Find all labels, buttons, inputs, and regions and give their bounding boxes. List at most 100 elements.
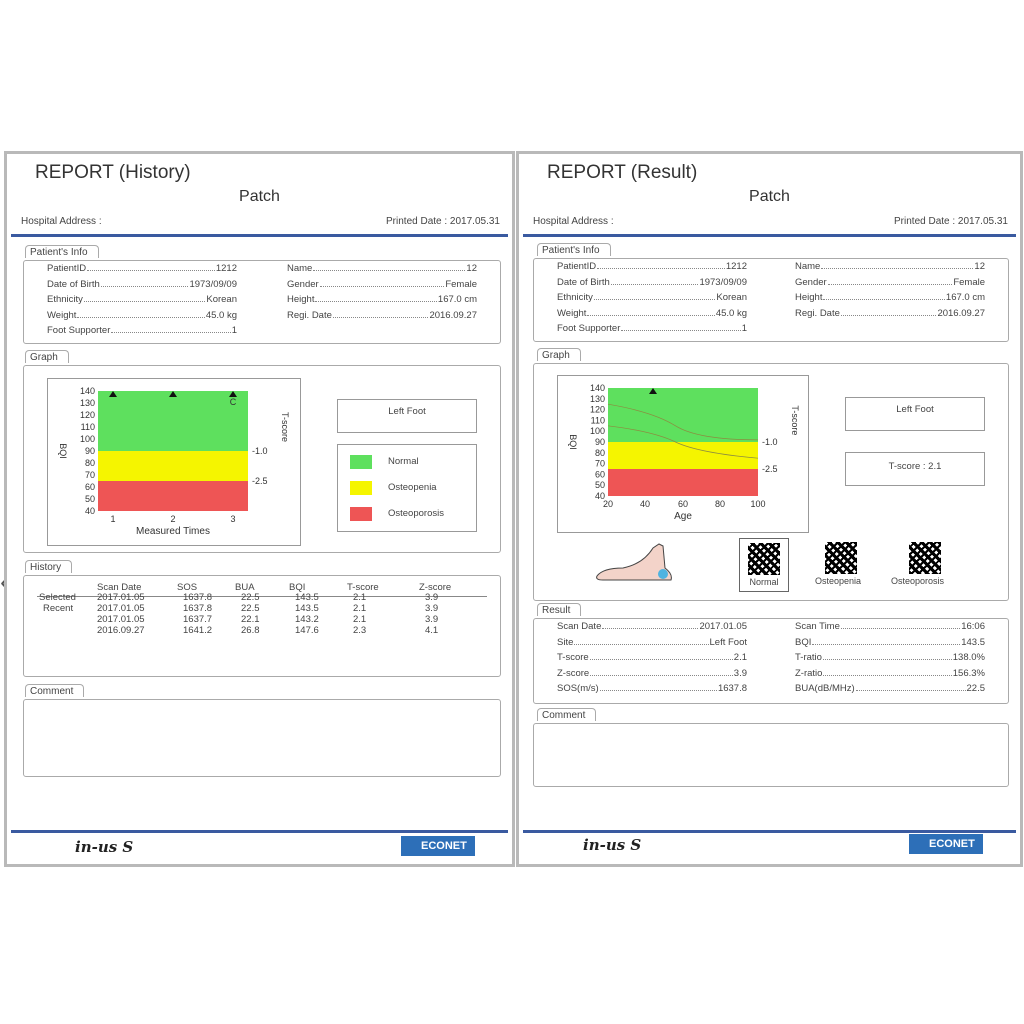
- result-field-value: 2017.01.05: [699, 621, 747, 632]
- leader-dots: [621, 323, 741, 331]
- patient-field-value: 45.0 kg: [205, 309, 237, 321]
- side-label: Left Foot: [388, 406, 426, 417]
- history-cell: 2.1: [353, 603, 367, 614]
- tscore-label: T-score : 2.1: [888, 461, 942, 472]
- legend-osteopenia-swatch: [350, 481, 372, 495]
- y-tick-label: 120: [80, 410, 95, 420]
- history-cell: 147.6: [295, 625, 319, 636]
- result-field-value: 138.0%: [952, 652, 985, 663]
- patient-field-value: 167.0 cm: [945, 292, 985, 303]
- patient-field-value: 1: [231, 325, 237, 336]
- y-tick-label: 60: [595, 469, 605, 479]
- patient-field-value: 1973/09/09: [699, 276, 747, 288]
- x-tick-label: 40: [640, 499, 650, 509]
- history-cell[interactable]: 2017.01.05: [97, 592, 145, 603]
- result-box: [533, 618, 1009, 704]
- result-field-value: 1637.8: [717, 683, 747, 694]
- bqi-chart-svg: 140 130 120 110 100 90 80 70 60 50 40 BQI T-score -1.…: [58, 386, 290, 537]
- report-result-page: REPORT (Result) Patch Hospital Address :…: [516, 151, 1023, 867]
- result-field-value: Left Foot: [709, 636, 748, 648]
- result-field-label: Z-ratio: [795, 667, 823, 679]
- x-tick-label: 2: [170, 514, 175, 524]
- history-cell[interactable]: 22.5: [241, 592, 260, 603]
- measurement-marker: [169, 391, 177, 397]
- y-tick-label: 80: [595, 448, 605, 458]
- result-field-row: Z-ratio 156.3%: [795, 668, 985, 679]
- result-field-row: Site Left Foot: [557, 637, 747, 648]
- history-header: SOS: [177, 582, 198, 593]
- leader-dots: [840, 621, 961, 629]
- inus-logo: in-us S: [75, 838, 134, 856]
- measurement-marker: [229, 391, 237, 397]
- x-tick-label: 100: [750, 499, 765, 509]
- y-tick-label: 40: [85, 506, 95, 516]
- x-tick-label: 60: [678, 499, 688, 509]
- history-table: Scan Date SOS BUA BQI T-score Z-score Selected…: [37, 582, 487, 672]
- history-cell: 3.9: [425, 614, 439, 625]
- patient-field-row: Date of Birth 1973/09/09: [47, 279, 237, 290]
- hospital-address: Hospital Address :: [533, 216, 614, 227]
- patient-field-value: Female: [445, 278, 477, 290]
- report-subtitle: Patch: [239, 188, 280, 205]
- legend-osteoporosis-label: Osteoporosis: [388, 508, 444, 519]
- leader-dots: [599, 683, 717, 691]
- y-tick-label: 70: [595, 459, 605, 469]
- y-tick-label: 50: [595, 480, 605, 490]
- measurement-marker: [649, 388, 657, 394]
- y-tick-label: 100: [80, 434, 95, 444]
- patient-field-row: Height 167.0 cm: [795, 292, 985, 303]
- report-history-page: REPORT (History) Patch Hospital Address …: [4, 151, 515, 867]
- patient-field-label: Foot Supporter: [557, 323, 621, 334]
- result-field-label: T-ratio: [795, 652, 822, 663]
- printed-date: Printed Date : 2017.05.31: [894, 216, 1008, 227]
- result-field-row: SOS(m/s) 1637.8: [557, 683, 747, 694]
- patient-field-row: Ethnicity Korean: [557, 292, 747, 303]
- y-tick-label: 90: [85, 446, 95, 456]
- history-cell: 2017.01.05: [97, 614, 145, 625]
- history-cell[interactable]: 143.5: [295, 592, 319, 603]
- patient-field-value: 1973/09/09: [189, 278, 237, 290]
- y-tick-label: 70: [85, 470, 95, 480]
- leader-dots: [610, 277, 699, 285]
- footer-divider: [11, 830, 508, 833]
- patient-field-row: Regi. Date 2016.09.27: [795, 308, 985, 319]
- y-tick-label: 110: [591, 415, 605, 425]
- comment-box[interactable]: [23, 699, 501, 777]
- tscore-box: T-score : 2.1: [845, 452, 985, 486]
- texture-normal-frame: Normal: [739, 538, 789, 592]
- t-score-mark: -2.5: [762, 464, 778, 474]
- patient-field-row: Weight 45.0 kg: [47, 310, 237, 321]
- history-cell: 1641.2: [183, 625, 213, 636]
- y-tick-label: 60: [85, 482, 95, 492]
- history-cell[interactable]: 3.9: [425, 592, 439, 603]
- y-tick-label: 140: [80, 386, 95, 396]
- leader-dots: [593, 292, 716, 300]
- patient-field-row: Date of Birth 1973/09/09: [557, 277, 747, 288]
- report-title: REPORT (History): [35, 162, 191, 183]
- patient-field-label: Date of Birth: [47, 278, 100, 290]
- history-cell[interactable]: 2.1: [353, 592, 367, 603]
- legend-normal-label: Normal: [388, 456, 419, 467]
- side-label-box: Left Foot: [337, 399, 477, 433]
- result-field-row: BUA(dB/MHz) 22.5: [795, 683, 985, 694]
- patient-field-label: Regi. Date: [287, 309, 332, 321]
- history-cell: 22.5: [241, 603, 260, 614]
- leader-dots: [840, 308, 937, 316]
- comment-box[interactable]: [533, 723, 1009, 787]
- texture-normal-label: Normal: [749, 577, 779, 587]
- patient-field-label: PatientID: [47, 263, 87, 274]
- footer-divider: [523, 830, 1016, 833]
- patient-field-label: Gender: [287, 278, 319, 290]
- patient-field-label: Height: [795, 292, 823, 303]
- patient-field-label: Weight: [557, 307, 587, 319]
- history-cell[interactable]: 1637.8: [183, 592, 213, 603]
- patient-field-label: Name: [287, 263, 313, 274]
- patient-field-label: Date of Birth: [557, 276, 610, 288]
- history-cell: 1637.8: [183, 603, 213, 614]
- patient-field-label: Ethnicity: [47, 294, 83, 305]
- y-tick-label: 80: [85, 458, 95, 468]
- history-header: T-score: [347, 582, 379, 593]
- patient-field-row: PatientID 1212: [47, 263, 237, 274]
- history-cell: 2.3: [353, 625, 367, 636]
- patient-field-row: Name 12: [795, 261, 985, 272]
